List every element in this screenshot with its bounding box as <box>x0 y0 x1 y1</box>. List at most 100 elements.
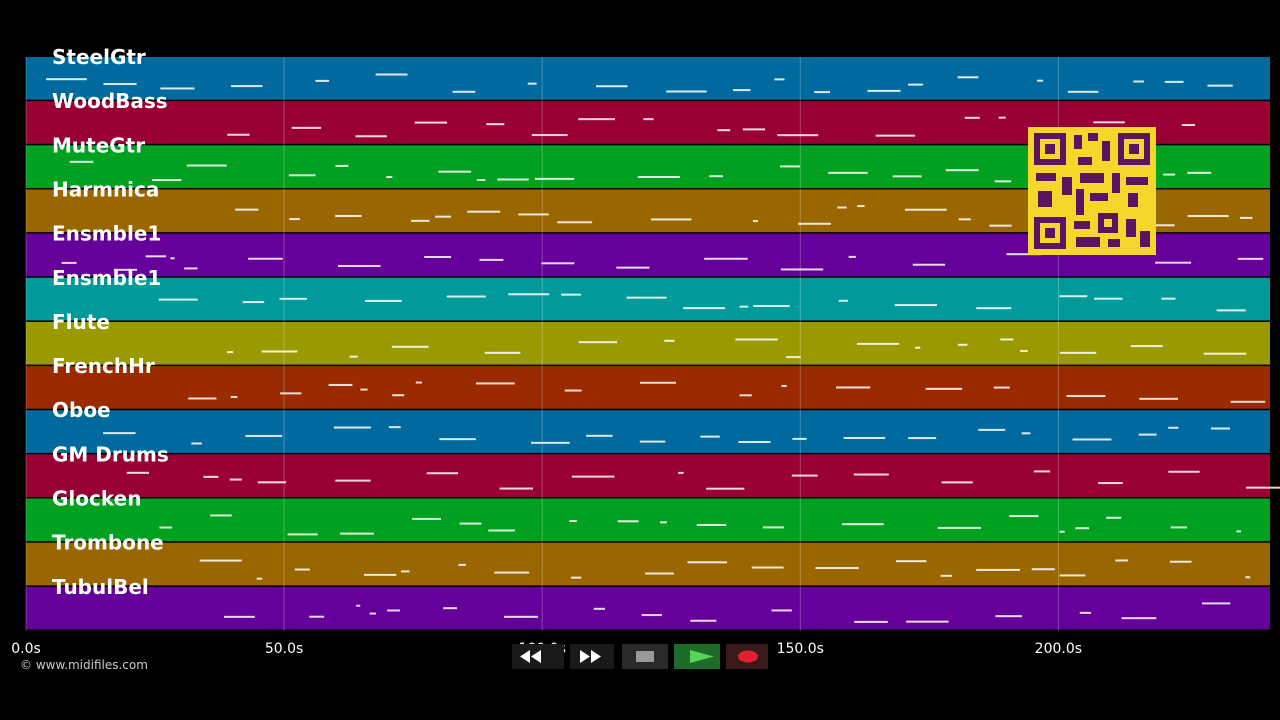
note <box>848 255 856 258</box>
note <box>739 394 752 397</box>
note <box>640 381 676 384</box>
note <box>1168 470 1200 473</box>
note <box>160 87 195 90</box>
note <box>335 214 362 217</box>
note <box>391 345 429 348</box>
note <box>1093 121 1125 124</box>
note <box>958 218 971 221</box>
note <box>248 257 283 260</box>
transport <box>512 644 768 669</box>
note <box>1236 530 1241 533</box>
grid <box>25 57 1059 631</box>
track-name: Glocken <box>52 487 141 511</box>
note <box>412 517 442 520</box>
note <box>1210 427 1231 430</box>
track-row <box>26 277 1270 321</box>
forward-button[interactable] <box>570 644 614 669</box>
note <box>1164 80 1184 83</box>
note <box>837 206 847 209</box>
note <box>438 170 471 173</box>
note <box>443 607 458 610</box>
note <box>751 566 784 569</box>
play-button[interactable] <box>674 644 720 669</box>
note <box>1170 526 1188 529</box>
note <box>908 83 924 86</box>
note <box>616 266 650 269</box>
note <box>1033 470 1051 473</box>
note <box>735 338 778 341</box>
note <box>531 441 570 444</box>
note <box>291 126 322 129</box>
note <box>210 514 232 517</box>
note <box>476 179 486 182</box>
note <box>387 609 400 612</box>
note <box>683 307 726 310</box>
note <box>571 475 615 478</box>
note <box>289 218 300 221</box>
note <box>508 293 550 296</box>
note <box>333 426 371 429</box>
note <box>46 78 87 81</box>
rewind-button[interactable] <box>512 644 564 669</box>
note <box>227 133 250 136</box>
x-tick-label: 50.0s <box>265 641 303 657</box>
note <box>994 180 1012 183</box>
track-name: TubulBel <box>52 575 149 599</box>
note <box>392 394 405 397</box>
note <box>411 219 430 222</box>
note-pattern <box>103 426 1231 445</box>
note <box>853 473 889 476</box>
record-button[interactable] <box>726 644 768 669</box>
note-pattern <box>61 251 1264 271</box>
note <box>386 176 393 179</box>
note <box>113 268 138 271</box>
note <box>1031 568 1055 571</box>
note <box>158 298 198 301</box>
note <box>335 479 371 482</box>
note <box>1059 351 1097 354</box>
note <box>989 224 1012 227</box>
note <box>531 134 568 137</box>
note <box>976 568 1021 571</box>
note <box>245 434 283 437</box>
note <box>1138 224 1175 227</box>
note-pattern <box>158 293 1246 312</box>
note <box>945 169 979 172</box>
note <box>777 134 819 137</box>
note <box>998 116 1006 119</box>
note <box>279 297 307 300</box>
note <box>475 382 515 385</box>
note <box>564 389 582 392</box>
note <box>645 572 674 575</box>
note <box>1201 602 1231 605</box>
note <box>641 614 662 617</box>
note <box>912 263 946 266</box>
note <box>497 178 529 181</box>
note <box>486 123 505 126</box>
note <box>596 85 628 88</box>
track-row <box>26 454 1270 498</box>
note <box>1237 257 1264 260</box>
note <box>1075 527 1089 530</box>
note <box>388 426 401 429</box>
note <box>1245 576 1251 579</box>
note <box>854 620 888 623</box>
note <box>369 612 376 615</box>
track-name: MuteGtr <box>52 133 145 157</box>
stop-button[interactable] <box>622 644 668 669</box>
note <box>666 90 707 93</box>
note <box>1009 515 1039 518</box>
note <box>1036 79 1044 82</box>
note <box>570 576 582 579</box>
note <box>1168 426 1179 429</box>
note <box>1021 432 1031 435</box>
note <box>518 213 549 216</box>
note <box>230 395 238 398</box>
note <box>355 135 387 138</box>
track-labels: SteelGtr WoodBass MuteGtr Harmnica Ensmble1 E… <box>52 45 169 599</box>
note <box>446 295 486 298</box>
note <box>1066 395 1106 398</box>
note <box>593 607 605 610</box>
note <box>937 526 981 529</box>
